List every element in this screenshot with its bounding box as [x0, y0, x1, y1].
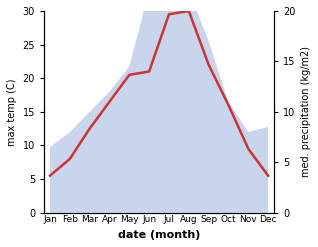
Y-axis label: med. precipitation (kg/m2): med. precipitation (kg/m2) [301, 46, 311, 177]
Y-axis label: max temp (C): max temp (C) [7, 78, 17, 145]
X-axis label: date (month): date (month) [118, 230, 200, 240]
